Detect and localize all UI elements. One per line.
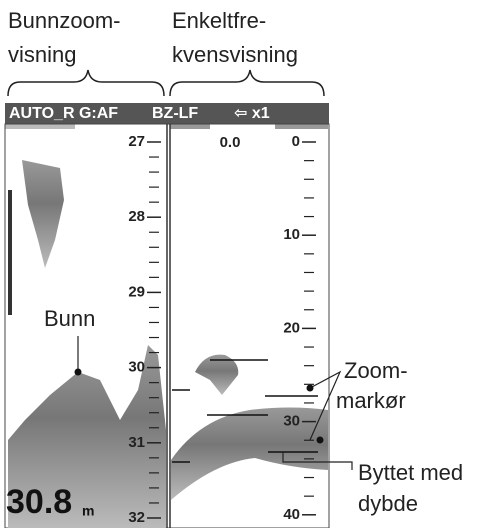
page: {"labels": {"left_panel": ["Bunnzoom-", … (0, 0, 484, 528)
status-mode: AUTO_R G:AF (9, 105, 118, 122)
callout-text: Zoom- (344, 358, 408, 383)
brace (8, 70, 164, 96)
echo (22, 160, 64, 268)
scale-label: 31 (128, 434, 145, 451)
callout-dot (307, 385, 314, 392)
scale-label: 0 (292, 133, 300, 150)
depth-unit: m (82, 503, 94, 519)
panel-label: kvensvisning (172, 42, 298, 67)
status-display: BZ-LF (152, 105, 198, 122)
scale-label: 29 (128, 283, 145, 300)
status-zoom: ⇦ x1 (234, 105, 270, 122)
scale-label: 20 (283, 319, 300, 336)
panel-label: Bunnzoom- (8, 8, 121, 33)
scale-label: 10 (283, 226, 300, 243)
callout-text: markør (336, 388, 406, 413)
scale-label: 30 (283, 413, 300, 430)
callout-dot (317, 437, 324, 444)
panel-label: visning (8, 42, 76, 67)
panel-label: Enkeltfre- (172, 8, 266, 33)
strip (170, 124, 210, 129)
depth-value: 30.8 (6, 483, 72, 521)
scale-label: 32 (128, 509, 145, 526)
callout-text: Bunn (44, 306, 95, 331)
offset: 0.0 (220, 134, 241, 151)
scale-label: 40 (283, 506, 300, 523)
scale-label: 27 (128, 133, 145, 150)
echo (8, 190, 12, 315)
scale-label: 28 (128, 208, 145, 225)
scale-label: 30 (128, 359, 145, 376)
callout-text: Byttet med (358, 460, 463, 485)
sonar-screen: Bunnzoom- visning Enkeltfre- kvensvisnin… (0, 0, 484, 528)
strip (5, 124, 75, 129)
callout-text: dybde (358, 491, 418, 516)
brace (170, 70, 324, 96)
callout-dot (75, 369, 82, 376)
strip (275, 124, 328, 129)
